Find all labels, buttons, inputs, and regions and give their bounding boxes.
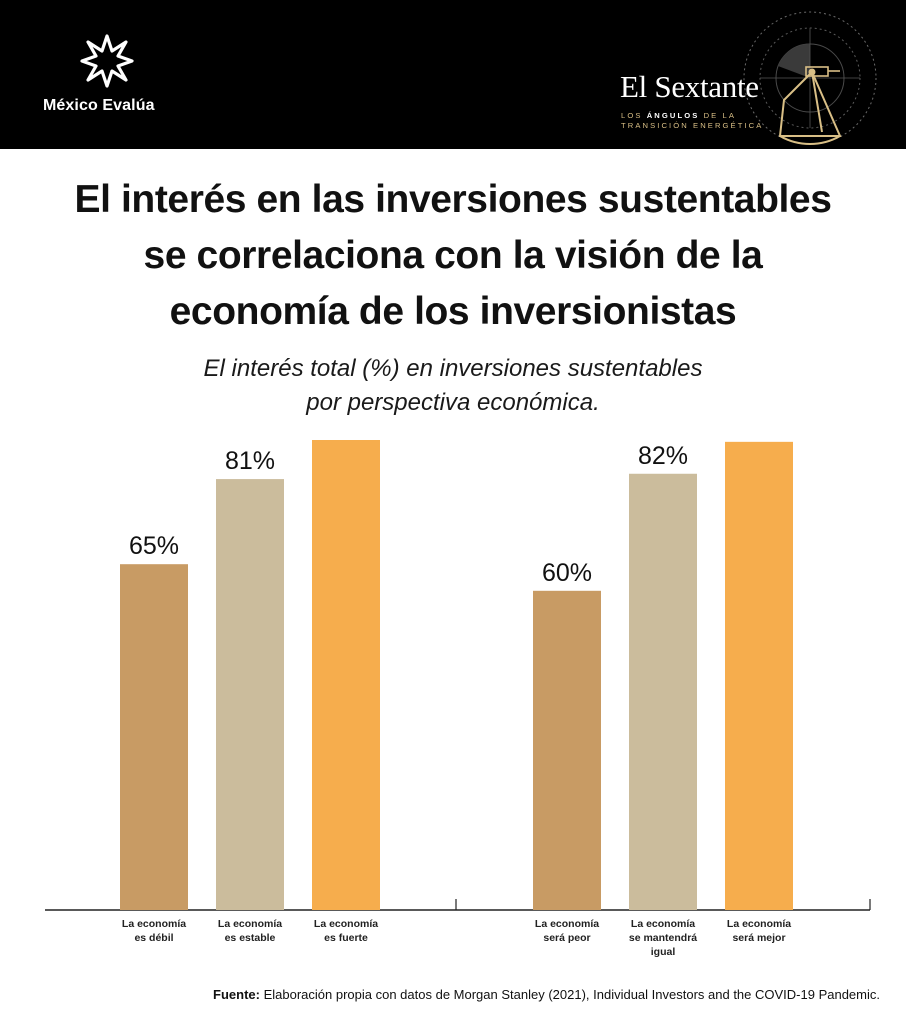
category-label: es débil	[134, 932, 173, 944]
category-label: La economía	[727, 918, 791, 930]
bar-chart-svg: 65% La economía es débil 81% La economía es e…	[45, 440, 871, 958]
bar	[216, 479, 284, 910]
category-label: es fuerte	[324, 932, 368, 944]
header-banner: México Evalúa El Sextante LOS ÁNGULOS DE…	[0, 0, 906, 149]
data-label: 82%	[638, 442, 688, 470]
bar	[629, 473, 697, 910]
tagline-part1: LOS	[621, 111, 647, 120]
category-label: La economía	[535, 918, 599, 930]
title-line-1: El interés en las inversiones sustentabl…	[74, 178, 832, 221]
category-label: será mejor	[732, 932, 785, 944]
star-burst-icon	[80, 34, 134, 88]
category-label: es estable	[225, 932, 276, 944]
category-label: será peor	[543, 932, 590, 944]
bar	[120, 564, 188, 910]
sextant-icon	[743, 11, 877, 146]
category-label: La economía	[631, 918, 695, 930]
tagline-highlight: ÁNGULOS	[646, 111, 700, 120]
chart-subtitle: El interés total (%) en inversiones sust…	[0, 352, 906, 420]
source-text: Elaboración propia con datos de Morgan S…	[259, 987, 880, 1002]
tagline-line2: TRANSICIÓN ENERGÉTICA	[621, 121, 764, 130]
tagline-part2: DE LA	[699, 111, 737, 120]
bar-chart: 65% La economía es débil 81% La economía es e…	[0, 440, 906, 980]
category-label: se mantendrá	[629, 932, 697, 944]
subtitle-line-2: por perspectiva económica.	[306, 389, 600, 416]
title-line-2: se correlaciona con la visión de la	[143, 234, 763, 277]
source-note: Fuente: Elaboración propia con datos de …	[0, 987, 880, 1002]
title-line-3: economía de los inversionistas	[169, 290, 737, 333]
series-tagline: LOS ÁNGULOS DE LA TRANSICIÓN ENERGÉTICA	[621, 111, 763, 131]
category-label: La economía	[314, 918, 378, 930]
data-label: 81%	[225, 447, 275, 475]
subtitle-line-1: El interés total (%) en inversiones sust…	[203, 355, 703, 382]
bar	[533, 590, 601, 910]
source-label: Fuente:	[213, 987, 260, 1002]
data-label: 60%	[542, 559, 592, 587]
org-name: México Evalúa	[43, 97, 155, 114]
category-label: igual	[651, 946, 676, 958]
category-label: La economía	[218, 918, 282, 930]
bar	[725, 441, 793, 910]
category-label: La economía	[122, 918, 186, 930]
series-title: El Sextante	[620, 69, 759, 104]
data-label: 65%	[129, 532, 179, 560]
bar	[312, 440, 380, 910]
page-title: El interés en las inversiones sustentabl…	[0, 172, 906, 340]
